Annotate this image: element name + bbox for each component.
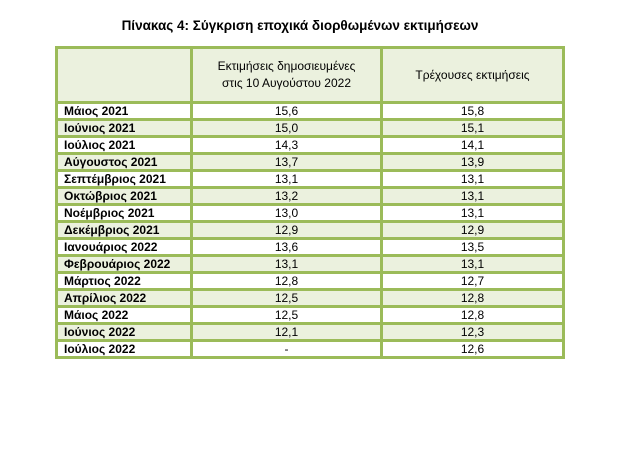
row-current: 14,1 bbox=[380, 135, 565, 155]
table-title: Πίνακας 4: Σύγκριση εποχικά διορθωμένων … bbox=[121, 18, 479, 33]
row-month: Ιούλιος 2022 bbox=[55, 339, 193, 359]
row-published: 13,6 bbox=[190, 237, 383, 257]
row-current: 12,8 bbox=[380, 305, 565, 325]
row-month: Ιούλιος 2021 bbox=[55, 135, 193, 155]
row-published: 13,2 bbox=[190, 186, 383, 206]
row-month: Μάιος 2022 bbox=[55, 305, 193, 325]
table-row: Σεπτέμβριος 2021 13,1 13,1 bbox=[55, 169, 565, 189]
row-month: Φεβρουάριος 2022 bbox=[55, 254, 193, 274]
header-published-line1: Εκτιμήσεις δημοσιευμένες bbox=[217, 59, 356, 73]
row-month: Ιούνιος 2022 bbox=[55, 322, 193, 342]
row-current: 13,9 bbox=[380, 152, 565, 172]
table-row: Ιούλιος 2022 - 12,6 bbox=[55, 339, 565, 359]
row-current: 13,5 bbox=[380, 237, 565, 257]
header-row: Εκτιμήσεις δημοσιευμένες στις 10 Αυγούστ… bbox=[55, 46, 565, 104]
row-published: - bbox=[190, 339, 383, 359]
row-published: 12,8 bbox=[190, 271, 383, 291]
row-month: Σεπτέμβριος 2021 bbox=[55, 169, 193, 189]
table-row: Νοέμβριος 2021 13,0 13,1 bbox=[55, 203, 565, 223]
row-current: 13,1 bbox=[380, 254, 565, 274]
row-month: Μάρτιος 2022 bbox=[55, 271, 193, 291]
header-month bbox=[55, 46, 193, 104]
row-current: 12,6 bbox=[380, 339, 565, 359]
row-month: Μάιος 2021 bbox=[55, 101, 193, 121]
header-published-line2: στις 10 Αυγούστου 2022 bbox=[222, 76, 351, 90]
table-row: Μάρτιος 2022 12,8 12,7 bbox=[55, 271, 565, 291]
row-current: 12,7 bbox=[380, 271, 565, 291]
row-month: Οκτώβριος 2021 bbox=[55, 186, 193, 206]
table-row: Δεκέμβριος 2021 12,9 12,9 bbox=[55, 220, 565, 240]
table-row: Μάιος 2022 12,5 12,8 bbox=[55, 305, 565, 325]
row-month: Αύγουστος 2021 bbox=[55, 152, 193, 172]
header-current-estimates: Τρέχουσες εκτιμήσεις bbox=[380, 46, 565, 104]
header-published-estimates: Εκτιμήσεις δημοσιευμένες στις 10 Αυγούστ… bbox=[190, 46, 383, 104]
table-row: Μάιος 2021 15,6 15,8 bbox=[55, 101, 565, 121]
row-published: 15,0 bbox=[190, 118, 383, 138]
row-published: 12,5 bbox=[190, 288, 383, 308]
row-current: 12,3 bbox=[380, 322, 565, 342]
row-current: 13,1 bbox=[380, 169, 565, 189]
table-row: Απρίλιος 2022 12,5 12,8 bbox=[55, 288, 565, 308]
row-published: 15,6 bbox=[190, 101, 383, 121]
row-published: 13,0 bbox=[190, 203, 383, 223]
table-row: Αύγουστος 2021 13,7 13,9 bbox=[55, 152, 565, 172]
row-current: 12,9 bbox=[380, 220, 565, 240]
row-published: 13,7 bbox=[190, 152, 383, 172]
row-current: 12,8 bbox=[380, 288, 565, 308]
row-month: Δεκέμβριος 2021 bbox=[55, 220, 193, 240]
row-published: 14,3 bbox=[190, 135, 383, 155]
table-row: Οκτώβριος 2021 13,2 13,1 bbox=[55, 186, 565, 206]
row-published: 13,1 bbox=[190, 169, 383, 189]
row-month: Απρίλιος 2022 bbox=[55, 288, 193, 308]
comparison-table: Εκτιμήσεις δημοσιευμένες στις 10 Αυγούστ… bbox=[55, 46, 565, 359]
row-published: 13,1 bbox=[190, 254, 383, 274]
row-month: Ιανουάριος 2022 bbox=[55, 237, 193, 257]
row-current: 15,1 bbox=[380, 118, 565, 138]
row-published: 12,9 bbox=[190, 220, 383, 240]
row-published: 12,1 bbox=[190, 322, 383, 342]
table-row: Ιούλιος 2021 14,3 14,1 bbox=[55, 135, 565, 155]
row-current: 13,1 bbox=[380, 186, 565, 206]
row-current: 13,1 bbox=[380, 203, 565, 223]
table-row: Ιανουάριος 2022 13,6 13,5 bbox=[55, 237, 565, 257]
table-row: Ιούνιος 2021 15,0 15,1 bbox=[55, 118, 565, 138]
row-published: 12,5 bbox=[190, 305, 383, 325]
row-month: Νοέμβριος 2021 bbox=[55, 203, 193, 223]
row-current: 15,8 bbox=[380, 101, 565, 121]
table-row: Φεβρουάριος 2022 13,1 13,1 bbox=[55, 254, 565, 274]
table-row: Ιούνιος 2022 12,1 12,3 bbox=[55, 322, 565, 342]
row-month: Ιούνιος 2021 bbox=[55, 118, 193, 138]
